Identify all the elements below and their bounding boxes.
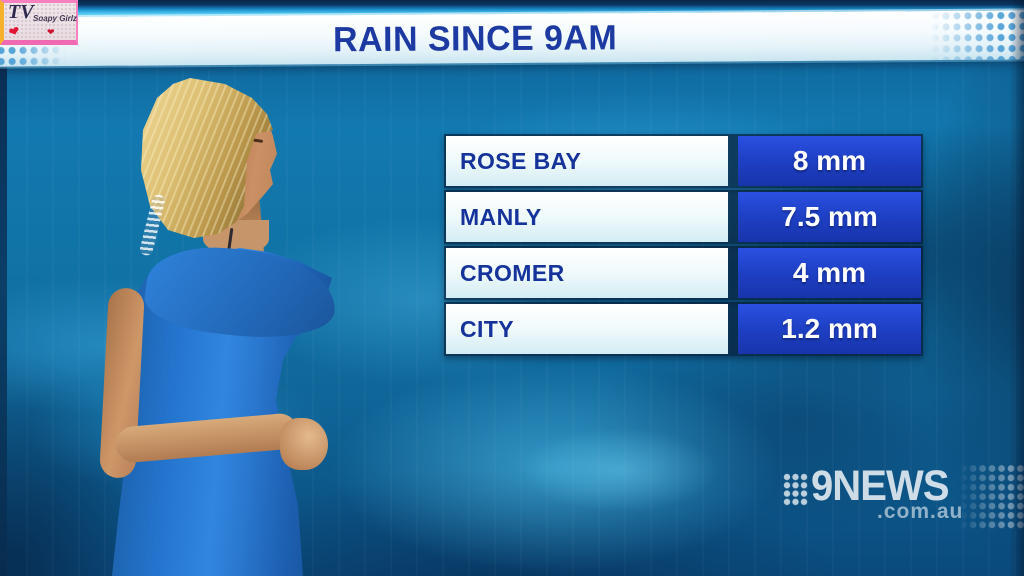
rainfall-value-cell: 1.2 mm (738, 304, 921, 354)
location-cell: MANLY (446, 192, 728, 242)
table-row: CITY 1.2 mm (444, 302, 923, 356)
rainfall-value-cell: 4 mm (738, 248, 921, 298)
tv-watermark: TV Soapy Girlz ❤ ❤ (0, 0, 78, 45)
heart-icon: ❤ (47, 27, 55, 37)
rainfall-value-cell: 7.5 mm (738, 192, 921, 242)
location-cell: ROSE BAY (446, 136, 728, 186)
nine-dots-icon (783, 473, 809, 506)
rainfall-value-cell: 8 mm (738, 136, 921, 186)
table-row: ROSE BAY 8 mm (444, 134, 923, 188)
page-title: RAIN SINCE 9AM (332, 18, 618, 60)
location-cell: CITY (446, 304, 728, 354)
heart-icon: ❤ (6, 22, 22, 41)
table-row: CROMER 4 mm (444, 246, 923, 300)
location-cell: CROMER (446, 248, 728, 298)
channel-domain: .com.au (877, 500, 964, 523)
presenter-hand (280, 418, 328, 470)
right-edge-shadow (1010, 0, 1024, 576)
title-banner: RAIN SINCE 9AM (0, 10, 1024, 67)
table-row: MANLY 7.5 mm (444, 190, 923, 244)
watermark-brand: Soapy Girlz (33, 14, 78, 23)
channel-logo: 9NEWS .com.au (783, 462, 1024, 540)
channel-name: 9NEWS (811, 462, 949, 510)
left-edge-shadow (0, 0, 7, 576)
watermark-tv-label: TV (8, 1, 34, 23)
